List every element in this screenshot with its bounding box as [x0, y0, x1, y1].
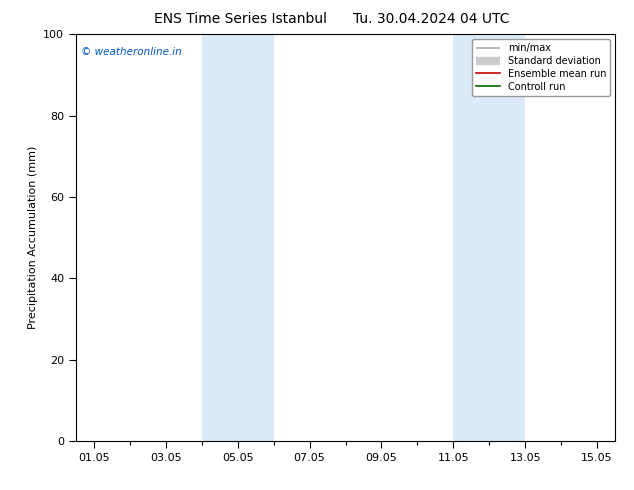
Legend: min/max, Standard deviation, Ensemble mean run, Controll run: min/max, Standard deviation, Ensemble me… — [472, 39, 610, 96]
Y-axis label: Precipitation Accumulation (mm): Precipitation Accumulation (mm) — [28, 146, 37, 329]
Bar — [453, 34, 525, 441]
Text: ENS Time Series Istanbul: ENS Time Series Istanbul — [155, 12, 327, 26]
Bar — [202, 34, 274, 441]
Text: Tu. 30.04.2024 04 UTC: Tu. 30.04.2024 04 UTC — [353, 12, 509, 26]
Text: © weatheronline.in: © weatheronline.in — [81, 47, 182, 56]
